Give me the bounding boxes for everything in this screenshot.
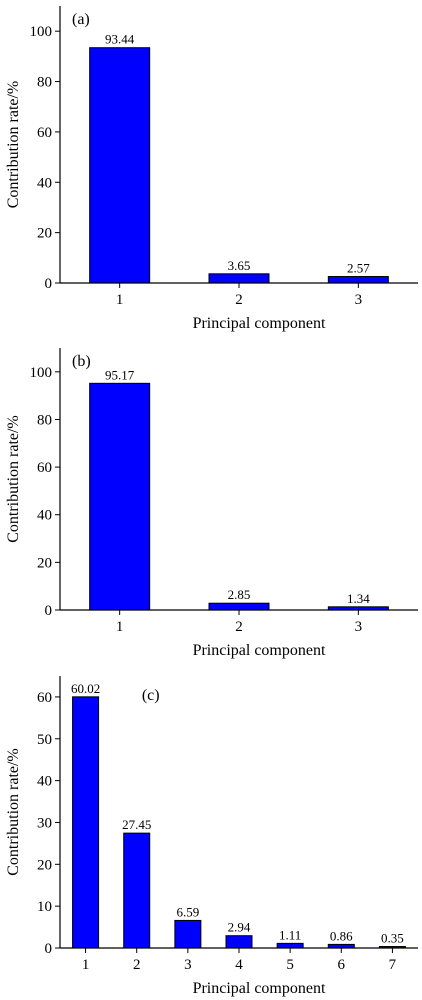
bar — [72, 696, 100, 949]
y-axis-title: Contribution rate/% — [5, 748, 22, 876]
chart-panel-3: 60.02 27.45 6.59 2.94 1.11 0.86 0.35 0 10 20 30 40 5… — [5, 676, 418, 997]
data-label: 60.02 — [71, 681, 100, 696]
bar — [89, 382, 151, 611]
data-label: 2.85 — [228, 587, 251, 602]
y-tick-label: 60 — [37, 460, 52, 476]
y-tick-label: 40 — [37, 508, 52, 524]
y-axis-title: Contribution rate/% — [5, 415, 22, 543]
y-tick-label: 40 — [37, 774, 52, 790]
data-label: 93.44 — [105, 32, 135, 47]
bar — [208, 602, 270, 611]
x-tick-label: 2 — [133, 957, 141, 973]
data-label: 0.35 — [381, 931, 404, 946]
panel-label: (b) — [72, 353, 91, 370]
y-tick-label: 60 — [37, 690, 52, 706]
data-label: 27.45 — [122, 817, 151, 832]
data-label: 1.34 — [347, 591, 370, 606]
x-tick-label: 1 — [116, 292, 124, 308]
x-tick-label: 3 — [355, 292, 363, 308]
x-tick-label: 4 — [235, 957, 243, 973]
x-axis-title: Principal component — [193, 315, 326, 332]
x-axis-title: Principal component — [193, 980, 326, 997]
bar — [123, 832, 151, 949]
y-tick-label: 80 — [37, 412, 52, 428]
y-tick-label: 0 — [45, 276, 53, 292]
y-tick-label: 100 — [30, 24, 53, 40]
x-tick-label: 3 — [355, 619, 363, 635]
data-label: 3.65 — [228, 258, 251, 273]
chart-panel-2: 95.17 2.85 1.34 0 20 40 60 80 100 1 2 3 Principal co… — [5, 348, 418, 659]
x-axis-title: Principal component — [193, 642, 326, 659]
data-label: 1.11 — [279, 927, 301, 942]
x-tick-label: 6 — [338, 957, 346, 973]
y-tick-label: 30 — [37, 815, 52, 831]
bar — [174, 919, 202, 949]
y-tick-label: 60 — [37, 125, 52, 141]
bar — [89, 47, 151, 284]
data-label: 2.94 — [228, 920, 251, 935]
data-label: 95.17 — [105, 367, 135, 382]
x-tick-label: 2 — [235, 292, 243, 308]
chart-panel-1: 93.44 3.65 2.57 0 20 40 60 80 100 1 2 3 Principal co… — [5, 6, 418, 332]
y-axis-title: Contribution rate/% — [5, 81, 22, 209]
x-tick-label: 7 — [389, 957, 397, 973]
data-label: 0.86 — [330, 928, 353, 943]
y-tick-label: 10 — [37, 899, 52, 915]
x-tick-label: 5 — [286, 957, 294, 973]
data-label: 6.59 — [176, 904, 199, 919]
y-tick-label: 20 — [37, 555, 52, 571]
y-tick-label: 100 — [30, 365, 53, 381]
bar — [276, 942, 304, 949]
y-tick-label: 0 — [45, 941, 53, 957]
y-tick-label: 20 — [37, 857, 52, 873]
y-tick-label: 80 — [37, 75, 52, 91]
y-tick-label: 50 — [37, 732, 52, 748]
panel-label: (a) — [72, 11, 90, 28]
x-tick-label: 2 — [235, 619, 243, 635]
data-label: 2.57 — [347, 261, 370, 276]
panel-label: (c) — [142, 687, 160, 704]
bar — [208, 273, 270, 284]
x-tick-label: 1 — [116, 619, 124, 635]
bar — [327, 276, 389, 284]
y-tick-label: 0 — [45, 603, 53, 619]
x-tick-label: 3 — [184, 957, 192, 973]
x-tick-label: 1 — [82, 957, 90, 973]
bar — [225, 935, 253, 949]
y-tick-label: 40 — [37, 175, 52, 191]
y-tick-label: 20 — [37, 226, 52, 242]
